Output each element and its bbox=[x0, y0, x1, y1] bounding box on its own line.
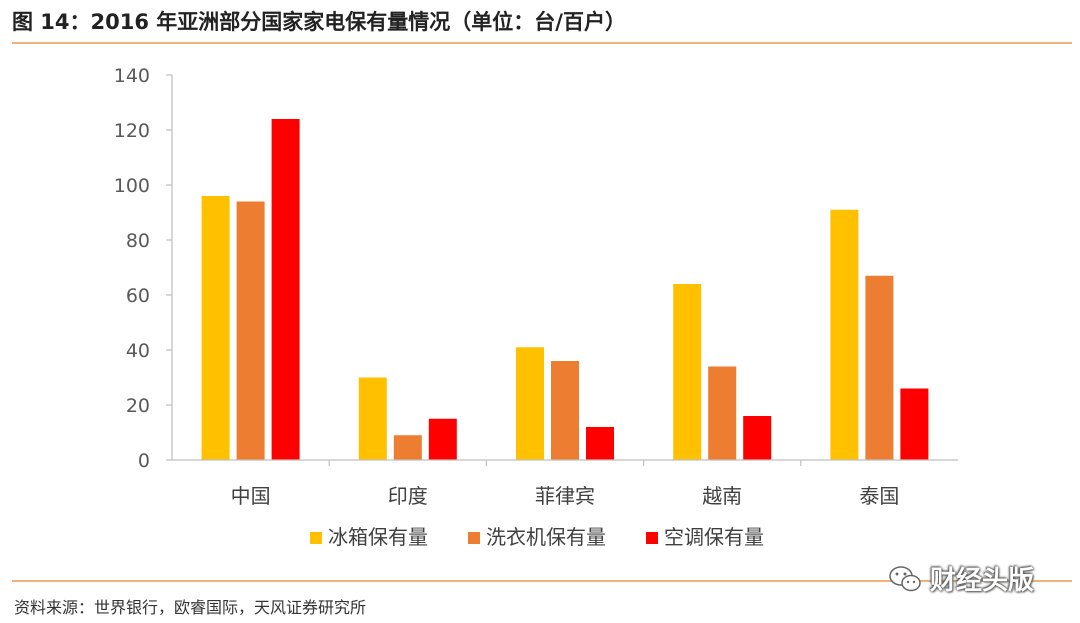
bar bbox=[865, 275, 894, 460]
legend-swatch bbox=[646, 532, 658, 544]
x-category-label: 印度 bbox=[388, 484, 428, 508]
x-category-label: 中国 bbox=[231, 484, 271, 508]
bar bbox=[393, 435, 422, 460]
bar bbox=[236, 201, 265, 460]
y-tick-label: 60 bbox=[126, 285, 150, 307]
x-category-label: 越南 bbox=[702, 484, 742, 508]
y-tick-label: 120 bbox=[114, 120, 150, 142]
bar bbox=[358, 377, 387, 460]
legend-label: 洗衣机保有量 bbox=[486, 525, 606, 549]
legend-swatch bbox=[468, 532, 480, 544]
bar bbox=[551, 361, 579, 460]
legend-label: 空调保有量 bbox=[664, 525, 764, 549]
legend-swatch bbox=[310, 532, 322, 544]
legend-label: 冰箱保有量 bbox=[328, 525, 428, 549]
bars bbox=[201, 119, 929, 460]
y-tick-label: 140 bbox=[114, 65, 150, 87]
bar-chart: 0 20 40 60 80 100 120 140 中国 印度 菲律宾 越南 泰国 冰箱保有量 洗衣机保… bbox=[114, 65, 958, 549]
title-divider bbox=[12, 42, 1072, 44]
x-axis: 中国 印度 菲律宾 越南 泰国 bbox=[172, 459, 958, 508]
bar bbox=[743, 416, 772, 460]
bar bbox=[201, 196, 230, 460]
bar bbox=[428, 418, 457, 460]
bar bbox=[830, 209, 859, 460]
bar bbox=[586, 427, 614, 460]
bar bbox=[708, 366, 737, 460]
x-category-label: 泰国 bbox=[859, 484, 899, 508]
bar bbox=[673, 284, 702, 460]
wechat-icon bbox=[889, 565, 921, 591]
x-category-label: 菲律宾 bbox=[535, 484, 595, 508]
y-tick-label: 0 bbox=[138, 450, 150, 472]
y-tick-label: 20 bbox=[126, 395, 150, 417]
y-axis: 0 20 40 60 80 100 120 140 bbox=[114, 65, 173, 472]
source-note: 资料来源：世界银行，欧睿国际，天风证券研究所 bbox=[14, 598, 367, 617]
figure-title: 图 14：2016 年亚洲部分国家家电保有量情况（单位：台/百户） bbox=[12, 10, 626, 34]
y-tick-label: 100 bbox=[114, 175, 150, 197]
y-tick-label: 40 bbox=[126, 340, 150, 362]
bar bbox=[516, 347, 544, 460]
bar bbox=[271, 119, 300, 460]
watermark-text: 财经头版 bbox=[930, 566, 1035, 596]
bar bbox=[900, 388, 929, 460]
legend: 冰箱保有量 洗衣机保有量 空调保有量 bbox=[310, 525, 764, 549]
y-tick-label: 80 bbox=[126, 230, 150, 252]
watermark: 财经头版 bbox=[888, 560, 1034, 597]
footer-divider bbox=[12, 580, 1072, 582]
